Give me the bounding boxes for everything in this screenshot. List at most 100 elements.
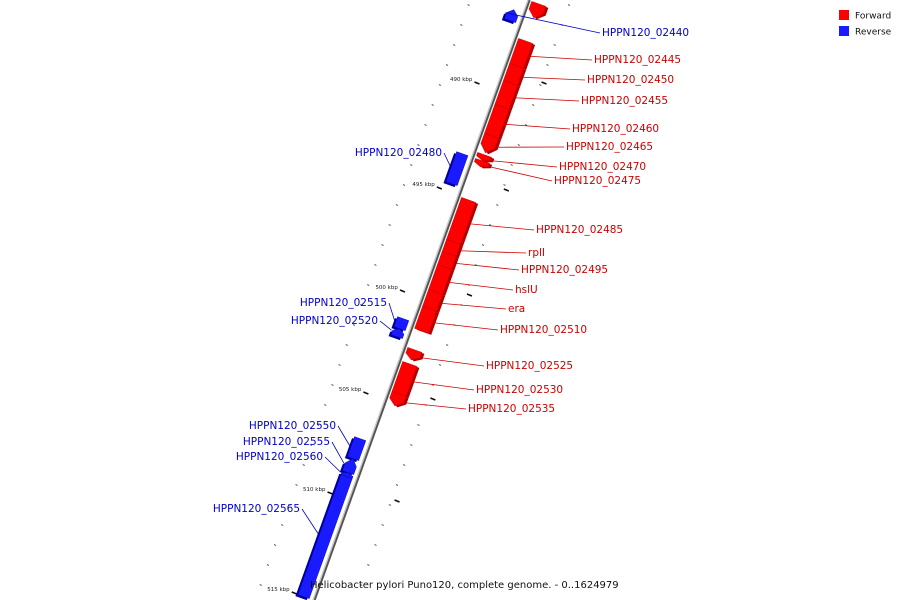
genome-caption: Helicobacter pylori Puno120, complete ge… bbox=[310, 580, 619, 591]
major-tick-left bbox=[291, 591, 298, 595]
gene-label[interactable]: HPPN120_02480 bbox=[355, 147, 442, 159]
tick-label: 495 kbp bbox=[412, 182, 435, 188]
forward-gene[interactable] bbox=[476, 152, 493, 162]
gene-label[interactable]: HPPN120_02465 bbox=[566, 141, 653, 153]
minor-tick-left bbox=[374, 264, 377, 266]
minor-tick-right bbox=[553, 44, 556, 46]
minor-tick-left bbox=[266, 564, 270, 566]
backbone-line-shadow bbox=[313, 0, 531, 600]
minor-tick-left bbox=[281, 524, 284, 526]
gene-label[interactable]: hslU bbox=[515, 284, 538, 296]
major-ticks: 490 kbp 495 kbp 500 kbp 505 kbp 510 kbp 515 k… bbox=[267, 77, 547, 595]
minor-tick-right bbox=[395, 484, 399, 486]
minor-tick-right bbox=[359, 584, 363, 586]
minor-tick-right bbox=[517, 144, 520, 146]
gene-leader-line bbox=[443, 152, 451, 167]
gene-leader-line bbox=[440, 302, 507, 310]
gene-label[interactable]: HPPN120_02555 bbox=[243, 436, 330, 448]
gene-label[interactable]: HPPN120_02525 bbox=[486, 360, 573, 372]
gene-label[interactable]: HPPN120_02510 bbox=[500, 324, 587, 336]
gene-label[interactable]: HPPN120_02565 bbox=[213, 503, 300, 515]
gene-leader-line bbox=[514, 97, 580, 102]
minor-tick-left bbox=[324, 404, 327, 406]
minor-tick-right bbox=[567, 4, 571, 6]
gene-leader-line bbox=[491, 160, 558, 168]
forward-gene[interactable] bbox=[528, 1, 547, 19]
forward-gene[interactable] bbox=[480, 133, 499, 154]
minor-tick-left bbox=[445, 64, 449, 66]
gene-leader-line bbox=[529, 55, 593, 61]
minor-tick-left bbox=[338, 364, 341, 366]
gene-label[interactable]: HPPN120_02550 bbox=[249, 420, 336, 432]
gene-label[interactable]: HPPN120_02535 bbox=[468, 403, 555, 415]
minor-tick-left bbox=[438, 84, 442, 86]
gene-leader-line bbox=[421, 357, 485, 367]
gene-label[interactable]: HPPN120_02495 bbox=[521, 264, 608, 276]
backbone-line bbox=[312, 0, 529, 600]
gene-leader-line bbox=[388, 302, 396, 322]
tick-label: 510 kbp bbox=[303, 487, 326, 493]
gene-leader-line bbox=[521, 76, 586, 81]
forward-gene[interactable] bbox=[474, 158, 490, 168]
reverse-gene[interactable] bbox=[445, 151, 469, 186]
gene-label[interactable]: HPPN120_02440 bbox=[602, 27, 689, 39]
minor-tick-right bbox=[503, 184, 506, 186]
gene-label[interactable]: HPPN120_02520 bbox=[291, 315, 378, 327]
minor-tick-right bbox=[546, 64, 549, 66]
gene-leader-line bbox=[379, 320, 392, 331]
reverse-gene[interactable] bbox=[347, 436, 367, 461]
minor-tick-left bbox=[417, 144, 420, 146]
minor-tick-right bbox=[496, 204, 499, 206]
gene-leader-line bbox=[459, 250, 527, 254]
gene-label[interactable]: HPPN120_02515 bbox=[300, 297, 387, 309]
minor-tick-right bbox=[402, 464, 406, 466]
major-tick-right bbox=[394, 499, 400, 503]
gene-label[interactable]: HPPN120_02485 bbox=[536, 224, 623, 236]
minor-tick-right bbox=[410, 444, 413, 446]
gene-label[interactable]: rplI bbox=[528, 247, 545, 259]
forward-gene[interactable] bbox=[414, 306, 437, 334]
gene-label[interactable]: HPPN120_02445 bbox=[594, 54, 681, 66]
gene-leader-line bbox=[301, 508, 319, 535]
gene-label[interactable]: HPPN120_02530 bbox=[476, 384, 563, 396]
major-tick-left bbox=[399, 289, 406, 293]
major-tick-left bbox=[474, 81, 480, 85]
major-tick-right bbox=[430, 397, 436, 401]
minor-tick-right bbox=[367, 564, 370, 566]
gene-label[interactable]: HPPN120_02455 bbox=[581, 95, 668, 107]
reverse-gene[interactable] bbox=[297, 474, 353, 599]
forward-gene[interactable] bbox=[389, 391, 407, 407]
gene-label[interactable]: HPPN120_02460 bbox=[572, 123, 659, 135]
minor-tick-left bbox=[410, 164, 413, 166]
minor-tick-right bbox=[445, 344, 449, 346]
tick-label: 490 kbp bbox=[450, 77, 473, 83]
minor-tick-left bbox=[402, 184, 406, 186]
legend-reverse-label: Reverse bbox=[855, 28, 892, 38]
gene-label[interactable]: HPPN120_02475 bbox=[554, 175, 641, 187]
minor-tick-left bbox=[316, 424, 320, 426]
minor-tick-right bbox=[381, 524, 384, 526]
forward-gene[interactable] bbox=[405, 347, 423, 361]
gene-leader-line bbox=[412, 381, 475, 391]
legend-reverse-swatch bbox=[839, 26, 849, 36]
reverse-gene[interactable] bbox=[390, 328, 405, 339]
minor-tick-left bbox=[467, 4, 470, 6]
minor-tick-left bbox=[352, 324, 356, 326]
gene-leader-line bbox=[469, 223, 535, 231]
minor-tick-right bbox=[531, 104, 535, 106]
minor-tick-left bbox=[395, 204, 399, 206]
gene-label[interactable]: HPPN120_02450 bbox=[587, 74, 674, 86]
gene-label[interactable]: HPPN120_02470 bbox=[559, 161, 646, 173]
minor-tick-left bbox=[288, 504, 291, 506]
minor-tick-right bbox=[524, 124, 528, 126]
gene-label[interactable]: era bbox=[508, 303, 525, 315]
minor-tick-right bbox=[417, 424, 420, 426]
minor-tick-left bbox=[453, 44, 456, 46]
tick-label: 505 kbp bbox=[339, 387, 362, 393]
gene-label[interactable]: HPPN120_02560 bbox=[236, 451, 323, 463]
minor-tick-left bbox=[345, 344, 348, 346]
gene-leader-line bbox=[448, 281, 514, 291]
major-tick-right bbox=[503, 188, 510, 192]
minor-tick-left bbox=[388, 224, 391, 226]
minor-tick-right bbox=[374, 544, 377, 546]
